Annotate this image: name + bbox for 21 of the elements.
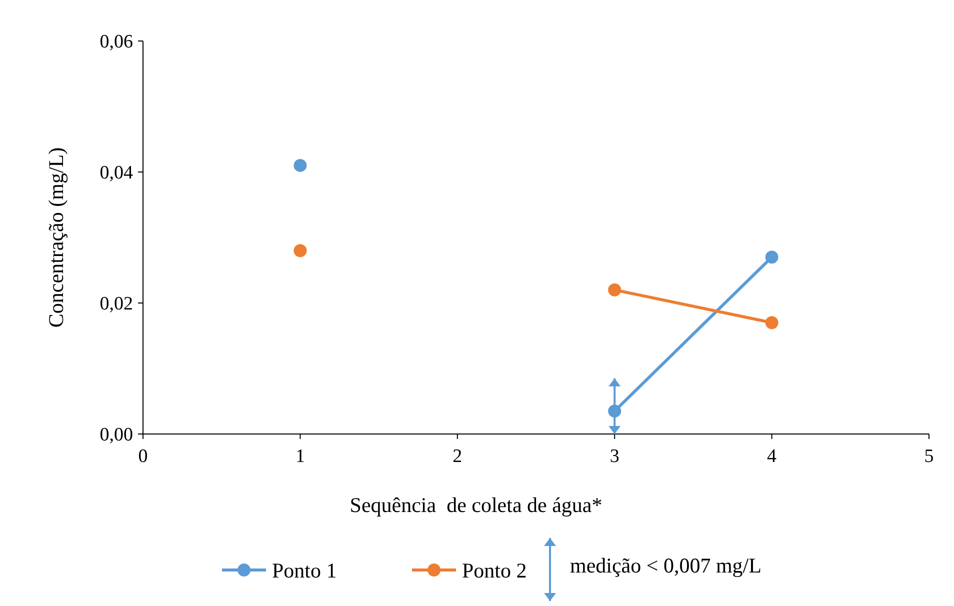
- point: [294, 244, 307, 258]
- point: [765, 316, 778, 330]
- y-tick-label: 0,06: [100, 32, 133, 53]
- legend-label: Ponto 2: [462, 558, 527, 582]
- text: medição < 0,007 mg/L: [570, 553, 762, 578]
- x-axis-title: Sequência de coleta de água*: [350, 493, 602, 517]
- x-tick-label: 3: [610, 446, 620, 467]
- x-tick-label: 0: [138, 446, 148, 467]
- point: [765, 250, 778, 264]
- x-tick-label: 5: [924, 446, 934, 467]
- y-axis-title: Concentração (mg/L): [44, 147, 68, 328]
- point: [294, 158, 307, 172]
- y-tick-label: 0,04: [100, 162, 134, 184]
- y-tick-label: 0,00: [100, 424, 133, 446]
- x-tick-label: 1: [295, 446, 305, 467]
- point: [608, 404, 622, 418]
- legend-label: Ponto 1: [272, 558, 337, 582]
- x-tick-label: 4: [767, 446, 778, 467]
- x-tick-label: 2: [452, 446, 462, 467]
- y-tick-label: 0,02: [100, 294, 133, 315]
- point: [608, 283, 622, 296]
